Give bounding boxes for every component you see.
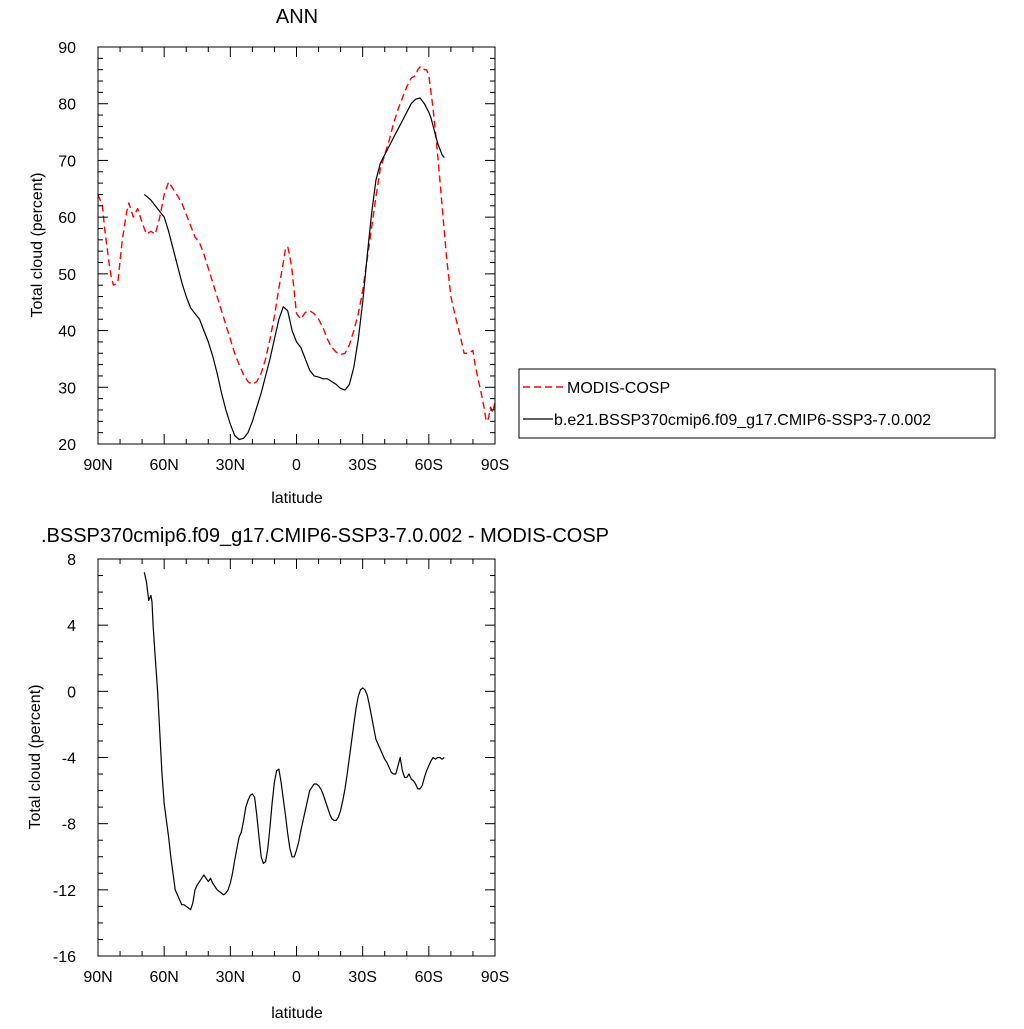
- chart-bottom-xtick-label: 0: [292, 969, 301, 986]
- chart-bottom-ticks: 90N 60N 30N 0 30S 60S 90S -16 -12 -8 -4 0 4 8: [53, 552, 509, 986]
- chart-top-ytick-label: 70: [58, 153, 76, 170]
- chart-bottom-xtick-label: 90S: [481, 969, 509, 986]
- chart-bottom-xlabel: latitude: [271, 1005, 323, 1022]
- chart-top-ylabel: Total cloud (percent): [29, 173, 46, 318]
- chart-top-ytick-label: 30: [58, 380, 76, 397]
- chart-bottom-ytick-label: -12: [53, 883, 76, 900]
- chart-bottom-series-difference: [143, 572, 445, 911]
- legend-label-model: b.e21.BSSP370cmip6.f09_g17.CMIP6-SSP3-7.…: [554, 412, 931, 429]
- chart-top: ANN 90N 60N 30N 0 30S 60S 90S2030405060708090 …: [29, 6, 509, 507]
- chart-top-xtick-label: 0: [292, 457, 301, 474]
- chart-bottom-xtick-label: 30S: [348, 969, 376, 986]
- chart-bottom-frame: [97, 558, 496, 957]
- chart-bottom-ytick-label: -8: [62, 817, 76, 834]
- chart-bottom-ylabel: Total cloud (percent): [27, 685, 44, 830]
- chart-bottom-ytick-label: -16: [53, 949, 76, 966]
- chart-bottom-ytick-label: -4: [62, 751, 76, 768]
- chart-top-ytick-label: 80: [58, 97, 76, 114]
- chart-top-xtick-label: 30S: [348, 457, 376, 474]
- chart-bottom-xtick-label: 60S: [415, 969, 443, 986]
- chart-bottom-xtick-label: 60N: [149, 969, 178, 986]
- chart-bottom-ytick-label: 0: [67, 684, 76, 701]
- chart-top-ytick-label: 90: [58, 40, 76, 57]
- legend-box: [518, 368, 996, 439]
- chart-bottom-ytick-label: 8: [67, 552, 76, 569]
- chart-top-ytick-label: 60: [58, 210, 76, 227]
- legend-label-modis: MODIS-COSP: [567, 380, 670, 397]
- chart-top-ytick-label: 40: [58, 324, 76, 341]
- chart-top-xtick-label: 90N: [83, 457, 112, 474]
- chart-top-xtick-label: 60S: [415, 457, 443, 474]
- chart-bottom-xtick-label: 30N: [216, 969, 245, 986]
- chart-top-xtick-label: 30N: [216, 457, 245, 474]
- chart-top-xtick-label: 60N: [149, 457, 178, 474]
- chart-bottom-title: .BSSP370cmip6.f09_g17.CMIP6-SSP3-7.0.002…: [41, 525, 609, 547]
- chart-top-series-modis-cosp: [97, 66, 496, 422]
- chart-top-ytick-label: 20: [58, 437, 76, 454]
- chart-top-series-group: [97, 66, 496, 441]
- chart-top-ytick-label: 50: [58, 267, 76, 284]
- legend: MODIS-COSP b.e21.BSSP370cmip6.f09_g17.CM…: [518, 368, 996, 439]
- chart-top-title: ANN: [276, 6, 318, 28]
- chart-bottom-xtick-label: 90N: [83, 969, 112, 986]
- chart-bottom: .BSSP370cmip6.f09_g17.CMIP6-SSP3-7.0.002…: [27, 525, 609, 1022]
- chart-top-series-model: [143, 97, 445, 441]
- chart-top-ticks: 90N 60N 30N 0 30S 60S 90S 20 30 40 50 60 70 80 90: [58, 40, 509, 474]
- chart-bottom-series-group: [143, 572, 445, 911]
- chart-bottom-ytick-label: 4: [67, 618, 76, 635]
- chart-top-xtick-label: 90S: [481, 457, 509, 474]
- chart-top-xlabel: latitude: [271, 490, 323, 507]
- chart-top-frame: [97, 46, 496, 445]
